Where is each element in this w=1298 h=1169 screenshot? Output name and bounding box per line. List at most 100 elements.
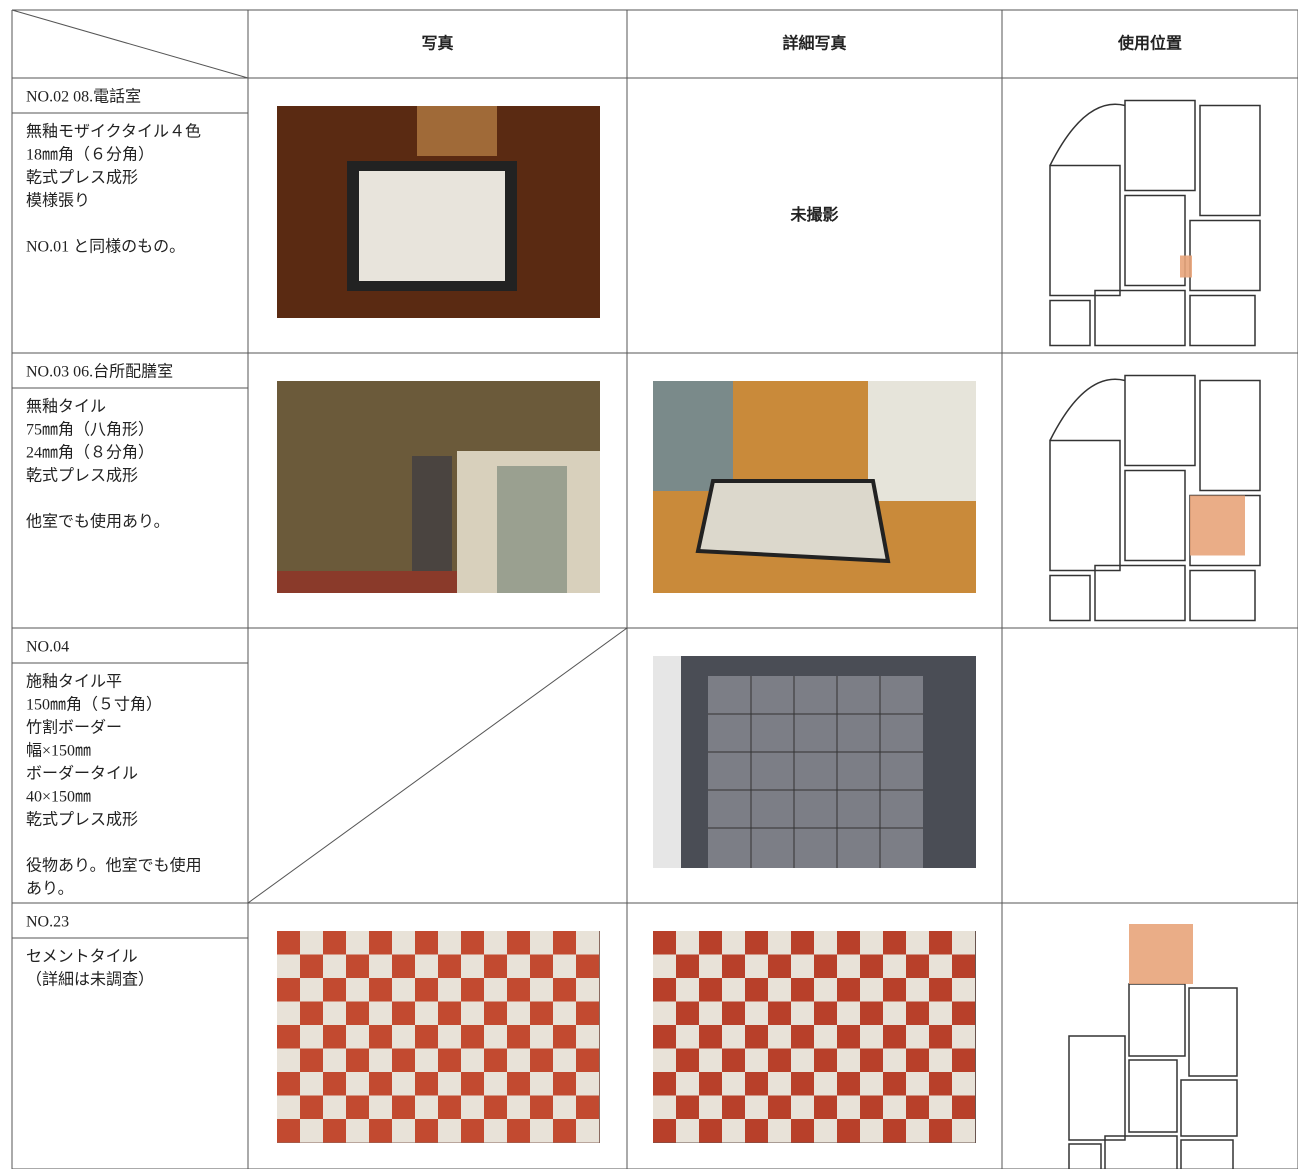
tile-field [695, 479, 891, 564]
tile [883, 978, 906, 1002]
tile [530, 978, 553, 1002]
tile [346, 978, 369, 1002]
tile [346, 1025, 369, 1049]
tile [814, 1095, 837, 1119]
tile [484, 1072, 507, 1096]
tile [530, 931, 553, 955]
floor-plan [1049, 374, 1261, 622]
tile [438, 1095, 461, 1119]
tile [791, 1025, 814, 1049]
tile [745, 954, 768, 978]
tile [653, 1095, 676, 1119]
tile [883, 954, 906, 978]
tile [392, 1095, 415, 1119]
tile [722, 1025, 745, 1049]
tile [484, 1095, 507, 1119]
tile [883, 1072, 906, 1096]
photo [653, 381, 976, 593]
tile [277, 954, 300, 978]
tile [484, 1119, 507, 1143]
row-id: NO.02 08.電話室 [26, 88, 141, 106]
room [1104, 1135, 1178, 1169]
tile [415, 1025, 438, 1049]
tile [461, 978, 484, 1002]
room [1068, 1143, 1102, 1169]
tile [676, 978, 699, 1002]
tile [952, 1072, 975, 1096]
tile [461, 1025, 484, 1049]
description-line: 役物あり。他室でも使用 [26, 857, 202, 875]
tile [392, 1001, 415, 1025]
tile [277, 1119, 300, 1143]
tile [576, 954, 599, 978]
tile [392, 1048, 415, 1072]
tile [415, 954, 438, 978]
tile [300, 1025, 323, 1049]
tile [507, 931, 530, 955]
tile [952, 1048, 975, 1072]
tile [768, 978, 791, 1002]
tile [952, 1001, 975, 1025]
tile [392, 931, 415, 955]
tile [392, 1072, 415, 1096]
tile [722, 1072, 745, 1096]
tile [323, 1119, 346, 1143]
tile [346, 1072, 369, 1096]
tile [699, 1119, 722, 1143]
tile [883, 1095, 906, 1119]
room [1180, 1139, 1234, 1169]
tile [906, 1095, 929, 1119]
tile [952, 1119, 975, 1143]
tile [791, 1095, 814, 1119]
row-id: NO.23 [26, 914, 69, 931]
photo [653, 931, 976, 1143]
tile [676, 1048, 699, 1072]
room [1049, 439, 1121, 572]
tile [722, 931, 745, 955]
tile [860, 978, 883, 1002]
room [1049, 164, 1121, 297]
tile [837, 1001, 860, 1025]
tile [392, 978, 415, 1002]
tile [883, 1001, 906, 1025]
tile [791, 1001, 814, 1025]
tile [369, 1095, 392, 1119]
tile [300, 1048, 323, 1072]
tile [814, 954, 837, 978]
room [1199, 379, 1261, 492]
tile [906, 1025, 929, 1049]
description-line: 75㎜角（八角形） [26, 421, 154, 439]
description-line: NO.01 と同様のもの。 [26, 238, 185, 256]
tile [929, 978, 952, 1002]
tile [553, 1072, 576, 1096]
tile [791, 931, 814, 955]
tile [745, 1025, 768, 1049]
tile [438, 1119, 461, 1143]
tile [484, 1001, 507, 1025]
tile [722, 1048, 745, 1072]
tile [745, 1119, 768, 1143]
tile [553, 1025, 576, 1049]
tile [860, 931, 883, 955]
tile [791, 978, 814, 1002]
tile [699, 954, 722, 978]
tile [906, 1072, 929, 1096]
tile [461, 1119, 484, 1143]
tile [929, 1072, 952, 1096]
tile [768, 1072, 791, 1096]
tile [791, 1048, 814, 1072]
tile [906, 1048, 929, 1072]
tile [277, 1072, 300, 1096]
tile [883, 931, 906, 955]
tile [653, 1048, 676, 1072]
room [1199, 104, 1261, 217]
room [1124, 99, 1196, 192]
bay [1049, 103, 1126, 166]
tile [952, 1095, 975, 1119]
tile [369, 1072, 392, 1096]
tile [461, 1048, 484, 1072]
diagonal [247, 627, 628, 904]
tile [530, 1095, 553, 1119]
tile [952, 931, 975, 955]
tile [277, 1095, 300, 1119]
